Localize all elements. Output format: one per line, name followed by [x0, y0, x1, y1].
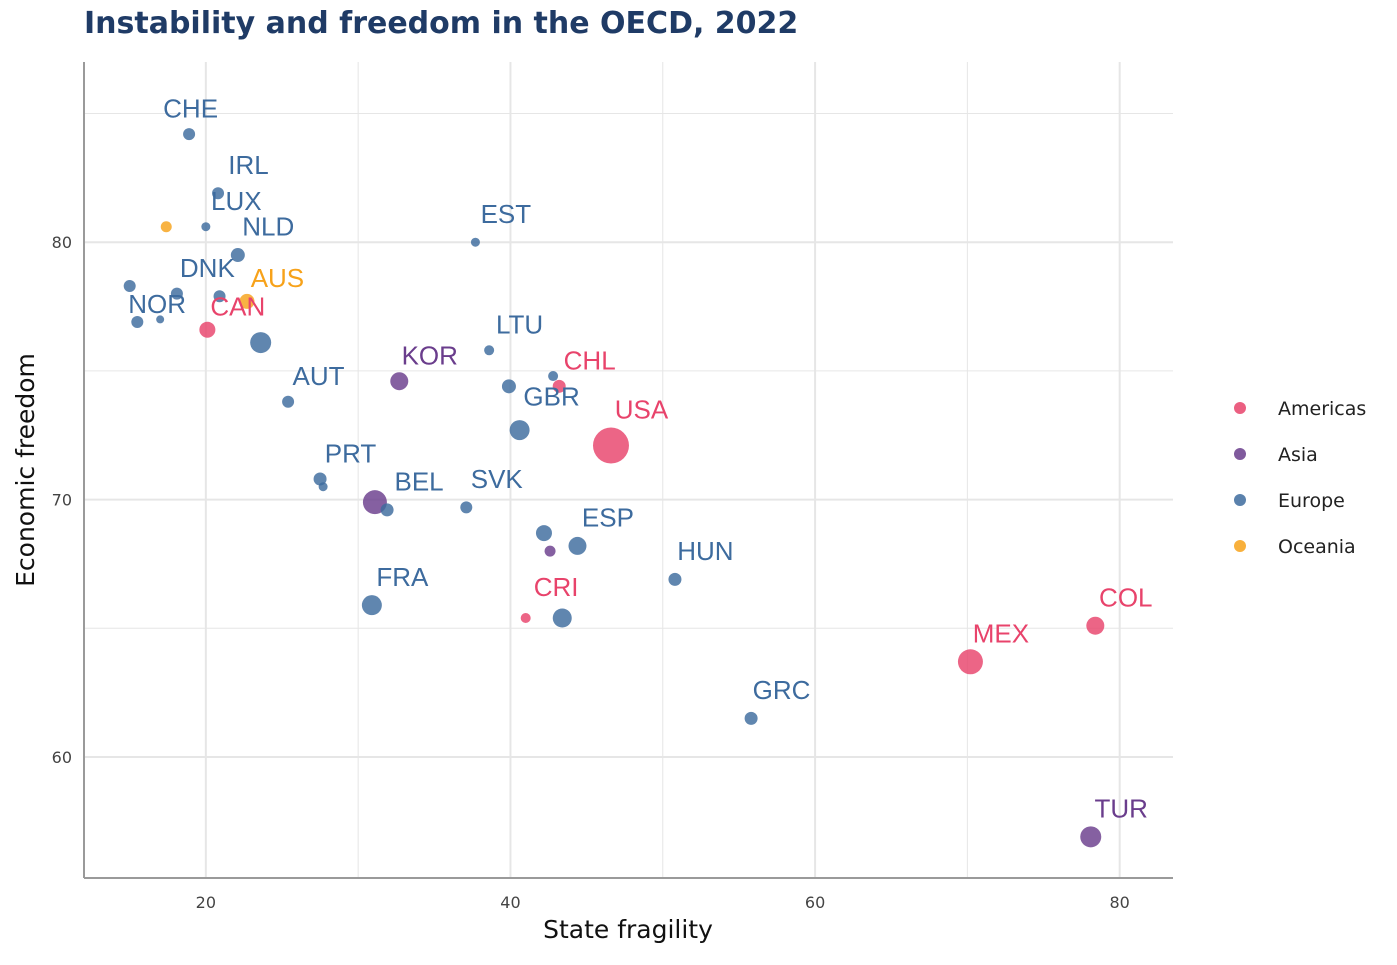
x-tick-label: 40: [500, 893, 520, 912]
legend-label-europe: Europe: [1278, 490, 1345, 512]
data-point[interactable]: [131, 315, 144, 328]
data-point-hun[interactable]: [668, 572, 682, 586]
legend-label-asia: Asia: [1278, 444, 1318, 466]
point-label-usa: USA: [615, 395, 669, 425]
y-axis-title: Economic freedom: [11, 353, 40, 587]
point-label-fra: FRA: [376, 562, 429, 592]
x-tick-label: 20: [196, 893, 216, 912]
x-axis-title: State fragility: [543, 915, 713, 944]
data-point-bel[interactable]: [380, 503, 394, 517]
point-label-kor: KOR: [402, 340, 458, 370]
data-point-aus[interactable]: [239, 293, 255, 309]
point-label-grc: GRC: [753, 675, 811, 705]
data-point[interactable]: [548, 371, 559, 382]
point-label-aus: AUS: [251, 263, 304, 293]
point-label-cri: CRI: [534, 572, 579, 602]
data-point-est[interactable]: [470, 237, 480, 247]
data-point[interactable]: [156, 315, 165, 324]
point-label-tur: TUR: [1094, 793, 1147, 823]
point-label-can: CAN: [210, 292, 265, 322]
x-tick-label: 60: [805, 893, 825, 912]
data-point-gbr[interactable]: [501, 379, 516, 394]
data-point-tur[interactable]: [1080, 826, 1102, 848]
point-label-svk: SVK: [471, 464, 524, 494]
data-point[interactable]: [160, 221, 172, 233]
point-label-prt: PRT: [325, 438, 377, 468]
legend-swatch-oceania: [1234, 540, 1246, 552]
data-points: [123, 128, 1105, 848]
data-point-kor[interactable]: [390, 372, 409, 391]
chart-title: Instability and freedom in the OECD, 202…: [84, 6, 799, 41]
data-point-can[interactable]: [199, 321, 216, 338]
y-tick-label: 80: [52, 233, 72, 252]
data-point-aut[interactable]: [282, 395, 295, 408]
data-point[interactable]: [509, 420, 530, 441]
point-label-irl: IRL: [228, 150, 268, 180]
legend-swatch-europe: [1234, 494, 1246, 506]
point-label-est: EST: [481, 199, 532, 229]
data-point-nor[interactable]: [123, 279, 136, 292]
data-point-svk[interactable]: [460, 501, 473, 514]
point-label-hun: HUN: [677, 536, 733, 566]
y-tick-label: 60: [52, 748, 72, 767]
point-label-aut: AUT: [293, 361, 345, 391]
point-label-col: COL: [1099, 582, 1152, 612]
data-point-che[interactable]: [183, 128, 196, 141]
point-label-mex: MEX: [973, 618, 1029, 648]
legend: Americas Asia Europe Oceania: [1234, 398, 1366, 558]
data-point-fra[interactable]: [361, 595, 382, 616]
y-tick-label: 70: [52, 491, 72, 510]
data-point-nld[interactable]: [230, 248, 245, 263]
legend-label-americas: Americas: [1278, 398, 1366, 420]
point-label-nor: NOR: [128, 289, 186, 319]
data-point-irl[interactable]: [212, 187, 225, 200]
data-point-grc[interactable]: [744, 711, 758, 725]
data-point-lux[interactable]: [201, 222, 211, 232]
point-label-esp: ESP: [582, 503, 634, 533]
legend-swatch-americas: [1234, 402, 1246, 414]
point-label-lux: LUX: [211, 186, 262, 216]
data-point-cri[interactable]: [520, 613, 531, 624]
data-point[interactable]: [552, 608, 572, 628]
data-point-mex[interactable]: [957, 649, 983, 675]
data-point[interactable]: [535, 525, 552, 542]
data-point-chl[interactable]: [552, 379, 566, 393]
data-point-ltu[interactable]: [484, 345, 495, 356]
data-point-col[interactable]: [1086, 616, 1105, 635]
point-label-che: CHE: [163, 93, 218, 123]
data-point[interactable]: [544, 545, 556, 557]
point-label-ltu: LTU: [496, 310, 543, 340]
legend-label-oceania: Oceania: [1278, 536, 1356, 558]
point-label-bel: BEL: [394, 467, 443, 497]
grid-lines: [84, 62, 1173, 878]
axes: 20 40 60 80 60 70 80: [52, 62, 1173, 912]
point-label-gbr: GBR: [523, 382, 579, 412]
point-label-dnk: DNK: [180, 253, 236, 283]
data-point-esp[interactable]: [568, 536, 587, 555]
data-point[interactable]: [213, 290, 226, 303]
data-point-dnk[interactable]: [170, 287, 183, 300]
point-label-chl: CHL: [564, 346, 616, 376]
x-tick-label: 80: [1110, 893, 1130, 912]
data-point[interactable]: [318, 482, 328, 492]
data-point-usa[interactable]: [592, 427, 629, 464]
legend-swatch-asia: [1234, 448, 1246, 460]
point-label-nld: NLD: [242, 212, 294, 242]
data-point[interactable]: [250, 332, 272, 354]
